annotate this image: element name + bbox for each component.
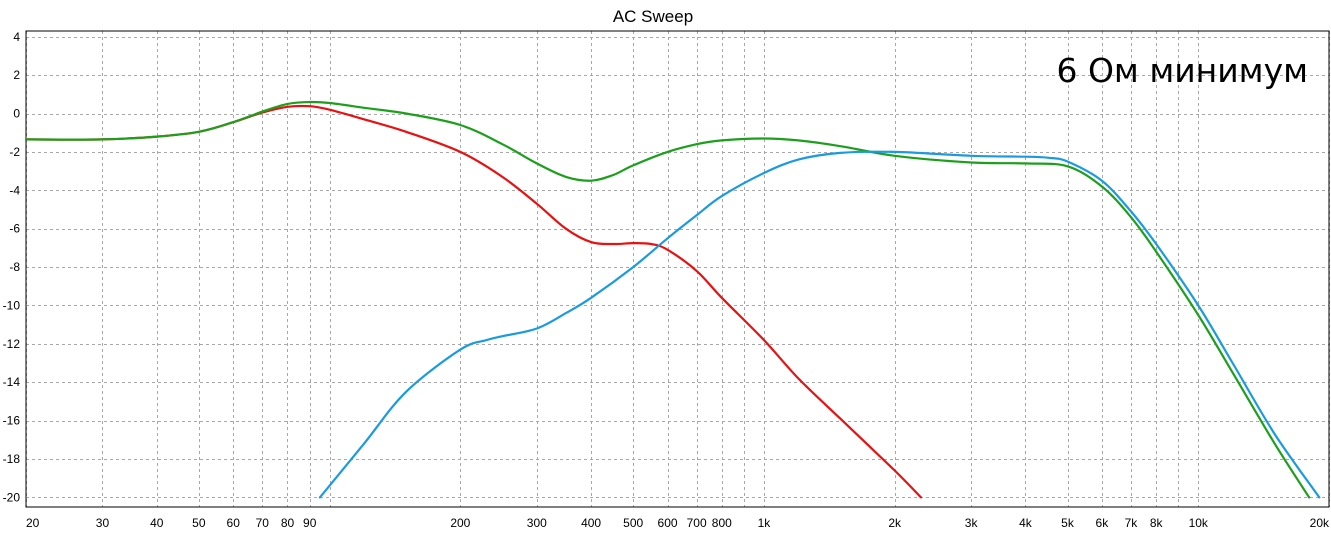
x-tick-label: 600 <box>658 516 678 530</box>
x-tick-label: 4k <box>1019 516 1033 530</box>
chart-title: AC Sweep <box>613 7 693 26</box>
y-tick-label: -12 <box>3 337 21 351</box>
chart-annotation: 6 Ом минимум <box>1056 51 1308 90</box>
y-tick-label: -18 <box>3 452 21 466</box>
x-tick-label: 90 <box>303 516 317 530</box>
x-tick-label: 70 <box>256 516 270 530</box>
x-tick-label: 5k <box>1061 516 1075 530</box>
x-tick-label: 40 <box>150 516 164 530</box>
x-tick-label: 20 <box>26 516 40 530</box>
x-tick-label: 20k <box>1310 516 1330 530</box>
x-tick-label: 1k <box>758 516 772 530</box>
y-tick-label: -20 <box>3 490 21 504</box>
x-tick-label: 300 <box>527 516 547 530</box>
x-tick-label: 30 <box>96 516 110 530</box>
y-tick-label: 0 <box>13 107 20 121</box>
x-tick-label: 200 <box>450 516 470 530</box>
plot-frame <box>25 30 1330 508</box>
series-lines <box>24 100 1321 499</box>
x-tick-label: 60 <box>227 516 241 530</box>
y-tick-label: -8 <box>9 260 20 274</box>
y-tick-label: -10 <box>3 298 21 312</box>
x-axis-tick-labels: 20 30 40 50 60 70 80 90 200 300 400 500 600 700 800 1k 2… <box>26 516 1330 530</box>
x-tick-label: 3k <box>965 516 979 530</box>
x-tick-label: 400 <box>581 516 601 530</box>
y-tick-label: -14 <box>3 375 21 389</box>
x-tick-label: 6k <box>1096 516 1110 530</box>
y-tick-label: 4 <box>13 30 20 44</box>
y-tick-label: -6 <box>9 222 20 236</box>
x-tick-label: 700 <box>687 516 707 530</box>
x-tick-label: 80 <box>281 516 295 530</box>
y-tick-label: -16 <box>3 414 21 428</box>
y-tick-label: 2 <box>13 68 20 82</box>
x-tick-label: 800 <box>712 516 732 530</box>
x-tick-label: 2k <box>888 516 902 530</box>
series-line-1 <box>24 104 923 499</box>
x-tick-label: 500 <box>623 516 643 530</box>
y-axis-tick-labels: 4 2 0 -2 -4 -6 -8 -10 -12 -14 -16 -18 -20 <box>3 30 21 505</box>
x-tick-label: 10k <box>1189 516 1209 530</box>
grid-lines <box>26 31 1330 507</box>
series-line-3 <box>318 150 1321 499</box>
x-tick-label: 50 <box>192 516 206 530</box>
series-line-2 <box>24 100 1311 499</box>
y-tick-label: -4 <box>9 183 20 197</box>
x-tick-label: 7k <box>1125 516 1139 530</box>
y-tick-label: -2 <box>9 145 20 159</box>
x-tick-label: 8k <box>1150 516 1164 530</box>
